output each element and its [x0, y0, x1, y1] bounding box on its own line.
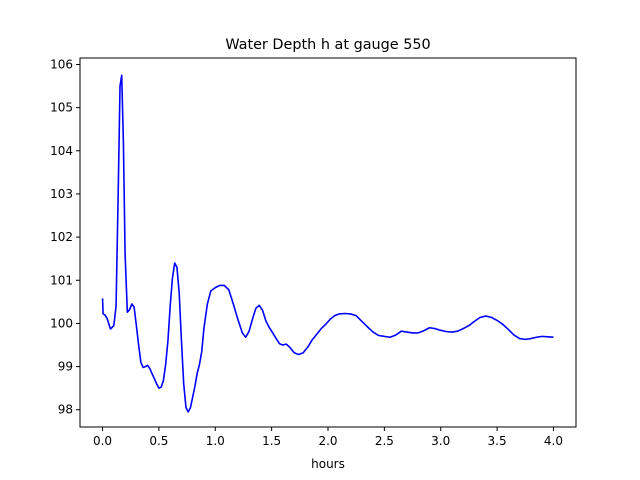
y-tick-label: 103 [50, 187, 73, 201]
y-tick-label: 102 [50, 230, 73, 244]
chart-title: Water Depth h at gauge 550 [225, 37, 430, 53]
y-tick-label: 99 [58, 360, 73, 374]
x-axis-label: hours [311, 457, 345, 471]
y-tick-label: 98 [58, 403, 73, 417]
x-tick-label: 0.5 [149, 434, 168, 448]
x-tick-label: 1.0 [206, 434, 225, 448]
x-tick-label: 3.5 [488, 434, 507, 448]
y-tick-label: 106 [50, 57, 73, 71]
y-tick-label: 104 [50, 144, 73, 158]
x-tick-label: 0.0 [93, 434, 112, 448]
plot-area [79, 57, 577, 428]
plot-frame [79, 57, 577, 428]
x-tick-label: 3.0 [431, 434, 450, 448]
y-axis: 98 99 100 101 102 103 104 105 106 [50, 57, 80, 417]
x-axis: 0.0 0.5 1.0 1.5 2.0 2.5 3.0 3.5 4.0 [93, 427, 563, 448]
x-tick-label: 4.0 [544, 434, 563, 448]
x-tick-label: 2.0 [318, 434, 337, 448]
series-line-0 [101, 74, 554, 413]
x-tick-label: 1.5 [262, 434, 281, 448]
x-tick-label: 2.5 [375, 434, 394, 448]
y-tick-label: 100 [50, 316, 73, 330]
y-tick-label: 101 [50, 273, 73, 287]
y-tick-label: 105 [50, 101, 73, 115]
